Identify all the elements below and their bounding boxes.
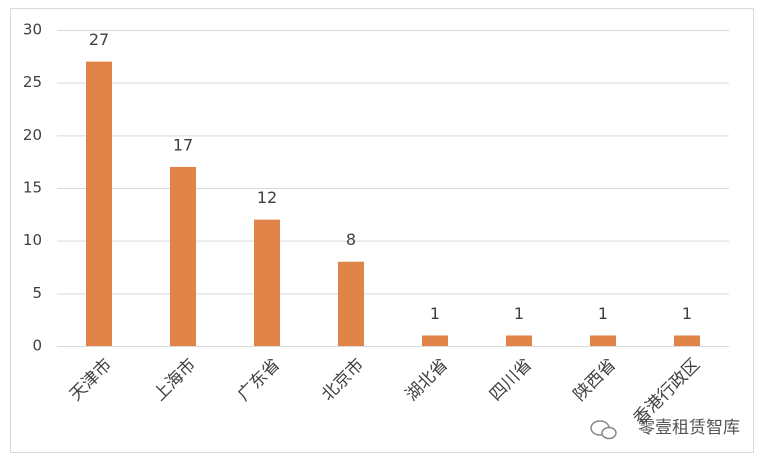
wechat-icon — [590, 420, 617, 440]
bar — [674, 335, 700, 346]
data-label: 8 — [346, 230, 356, 249]
bar — [254, 219, 280, 346]
y-tick-label: 0 — [32, 337, 42, 355]
y-tick-label: 10 — [23, 231, 42, 249]
y-tick-label: 20 — [23, 126, 42, 144]
bar — [338, 261, 364, 346]
data-label: 1 — [682, 304, 692, 323]
bar — [422, 335, 448, 346]
bar — [506, 335, 532, 346]
y-tick-label: 30 — [23, 21, 42, 39]
chart-border — [10, 8, 754, 453]
bar — [170, 166, 196, 346]
y-tick-label: 15 — [23, 179, 42, 197]
bar — [590, 335, 616, 346]
data-label: 1 — [514, 304, 524, 323]
data-label: 12 — [257, 188, 277, 207]
watermark: 零壹租赁智库 — [638, 418, 740, 438]
y-tick-label: 25 — [23, 73, 42, 91]
data-label: 17 — [173, 135, 193, 154]
bar — [86, 61, 112, 346]
data-label: 1 — [430, 304, 440, 323]
data-label: 1 — [598, 304, 608, 323]
data-label: 27 — [89, 30, 109, 49]
y-tick-label: 5 — [32, 284, 42, 302]
